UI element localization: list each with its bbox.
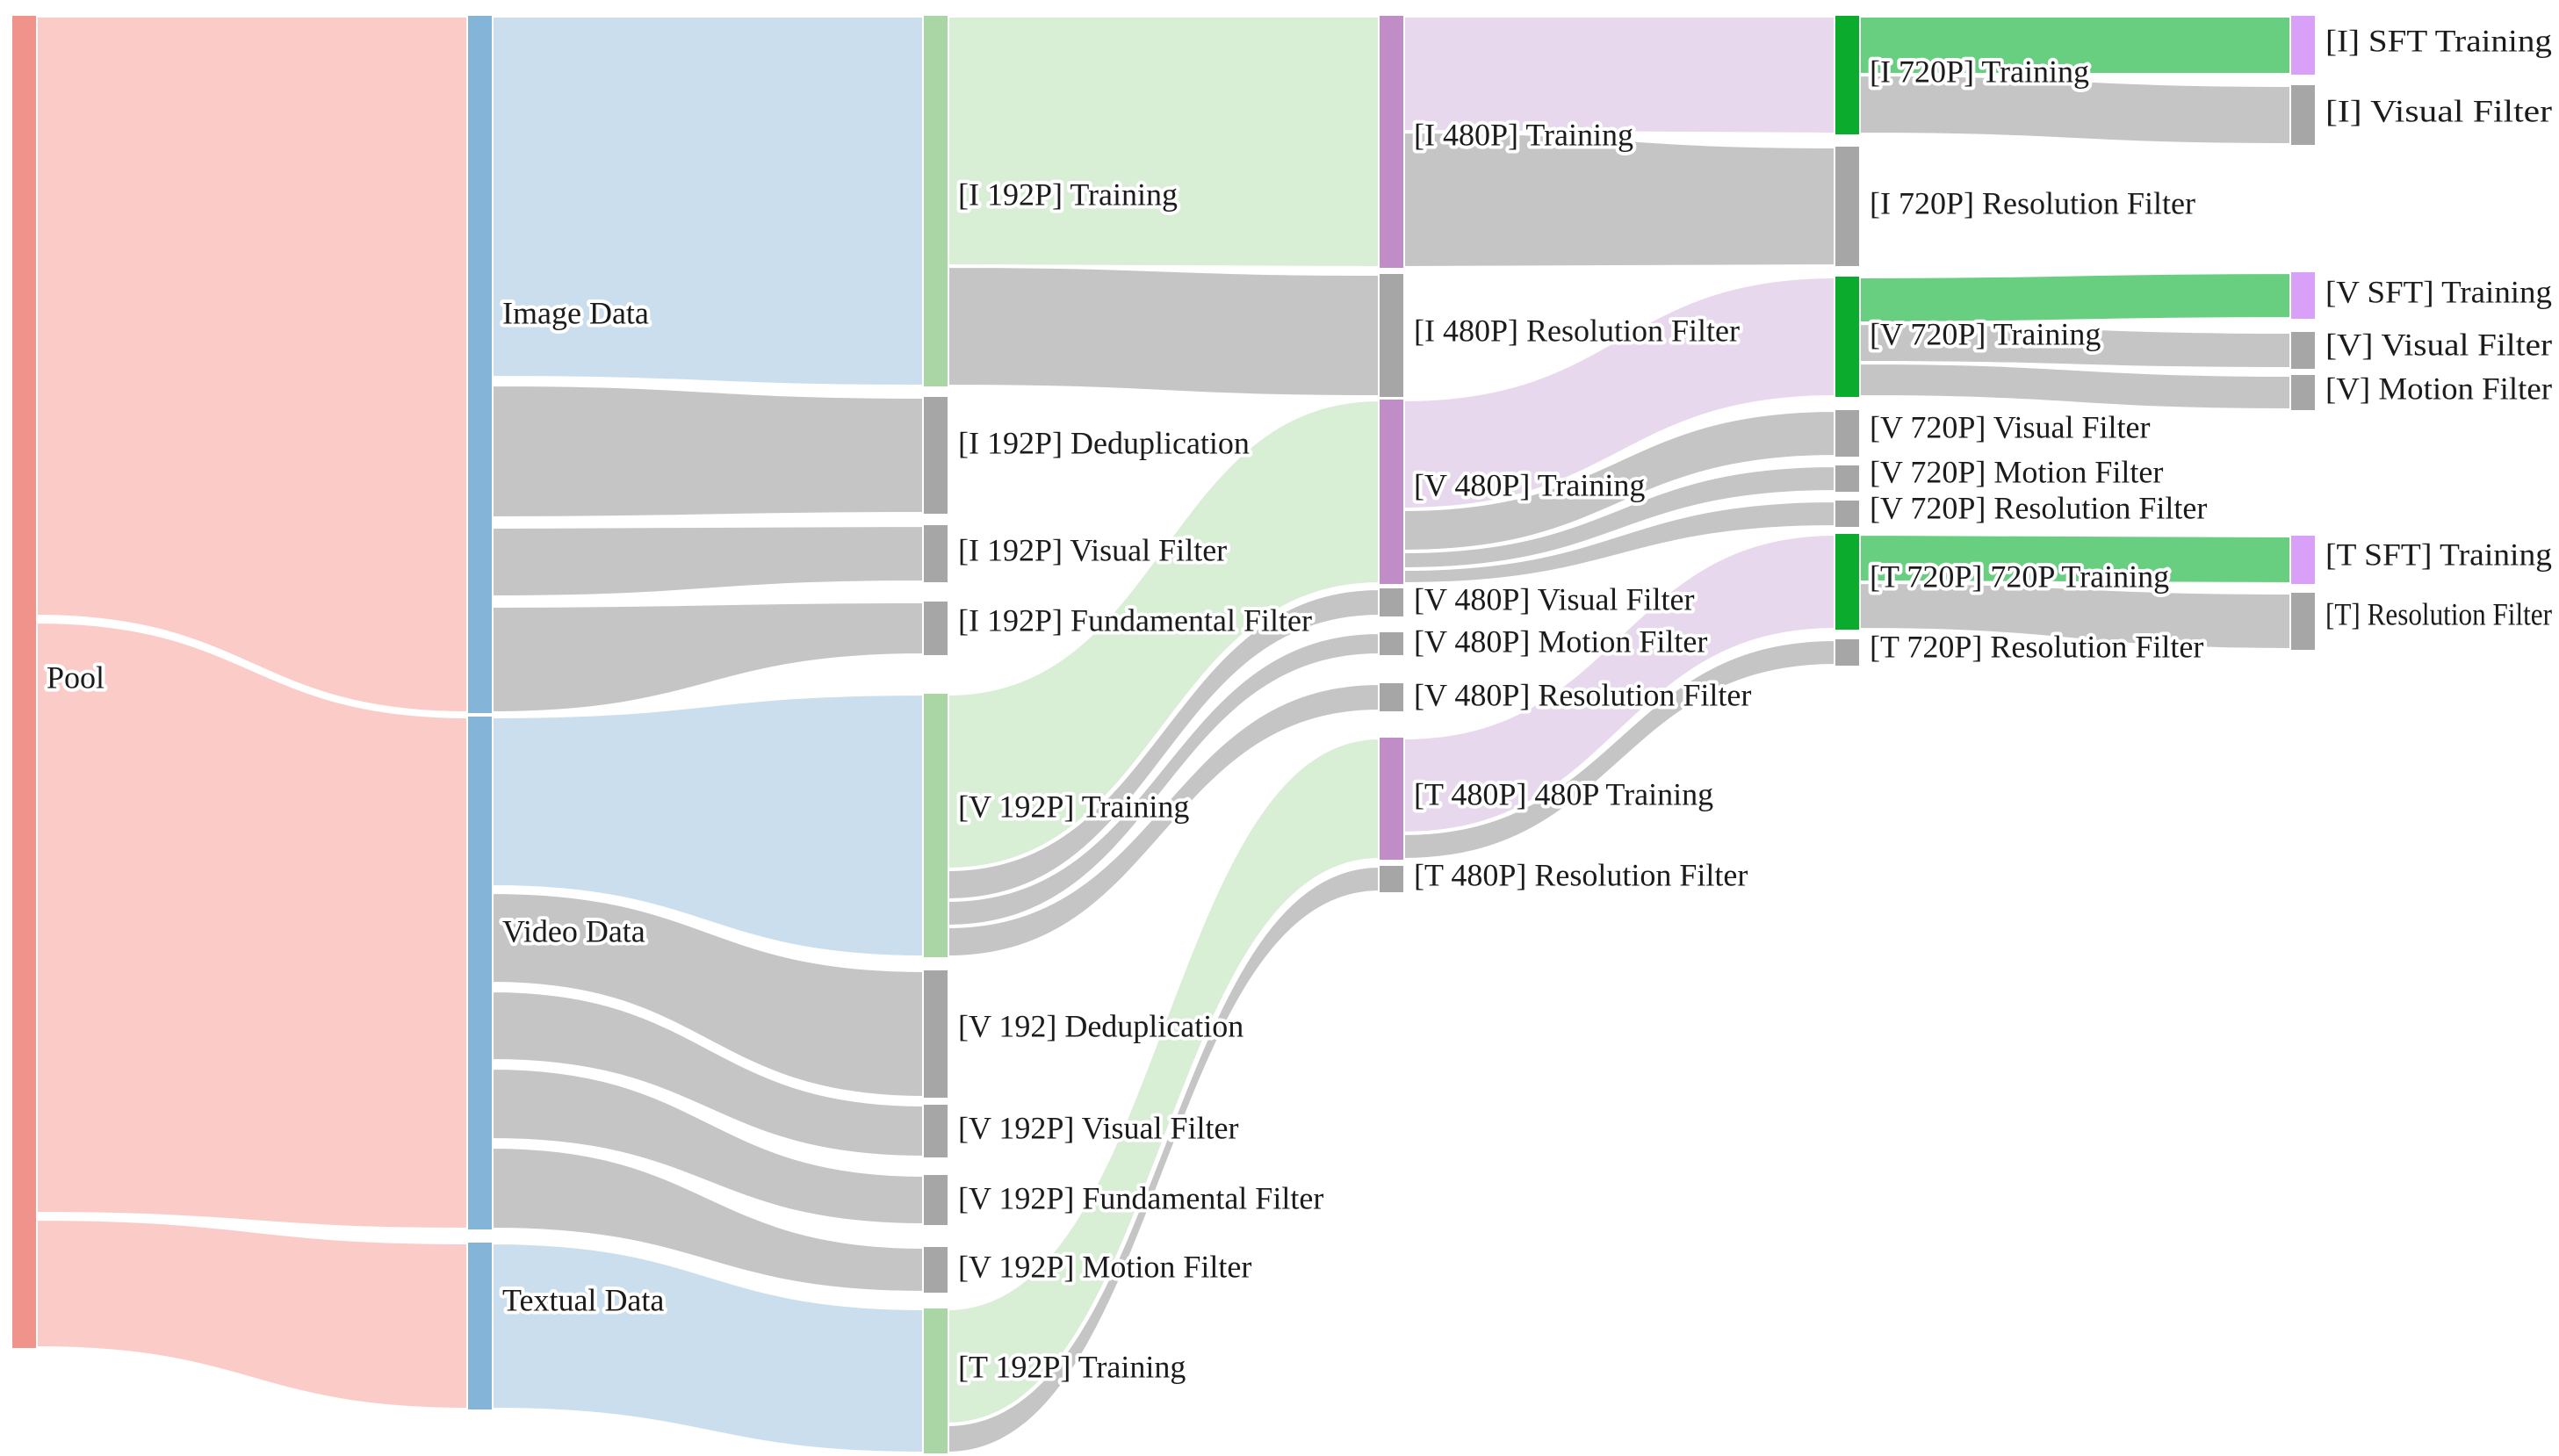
node-i480_train — [1380, 16, 1403, 268]
node-t720_res — [1835, 639, 1859, 666]
node-i_sft — [2291, 16, 2315, 75]
flow-pool-to-video_data — [34, 619, 470, 1232]
flow-i192_train-to-i480_train — [946, 13, 1381, 270]
label-v192_fund: [V 192P] Fundamental Filter — [958, 1180, 1323, 1215]
label-v480_visual: [V 480P] Visual Filter — [1414, 581, 1695, 616]
flow-image_data-to-i192_dedup — [490, 382, 926, 521]
label-t720_train: [T 720P] 720P Training — [1870, 559, 2169, 594]
node-i_visual — [2291, 85, 2315, 145]
node-v192_motion — [924, 1247, 948, 1293]
label-i720_res: [I 720P] Resolution Filter — [1870, 185, 2195, 220]
node-image_data — [468, 16, 492, 713]
node-i192_train — [924, 16, 948, 386]
label-v720_train: [V 720P] Training — [1870, 316, 2101, 351]
node-v480_visual — [1380, 588, 1403, 616]
node-pool — [12, 16, 36, 1348]
flow-image_data-to-i192_fund — [490, 599, 926, 716]
flow-i192_train-to-i480_res — [946, 263, 1381, 400]
label-v720_motion: [V 720P] Motion Filter — [1870, 454, 2163, 489]
node-i720_res — [1835, 147, 1859, 266]
flow-video_data-to-v192_train — [490, 691, 926, 960]
node-v480_res — [1380, 683, 1403, 711]
label-t192_train: [T 192P] Training — [958, 1349, 1186, 1384]
label-t480_res: [T 480P] Resolution Filter — [1414, 857, 1748, 892]
label-v_motion: [V] Motion Filter — [2325, 371, 2552, 406]
label-v192_dedup: [V 192] Deduplication — [958, 1008, 1243, 1043]
node-i192_visual — [924, 525, 948, 582]
node-v_motion — [2291, 375, 2315, 410]
node-i192_fund — [924, 602, 948, 655]
label-i480_res: [I 480P] Resolution Filter — [1414, 313, 1740, 348]
node-t480_train — [1380, 738, 1403, 860]
label-i480_train: [I 480P] Training — [1414, 117, 1633, 152]
node-v480_motion — [1380, 632, 1403, 655]
label-i_sft: [I] SFT Training — [2325, 23, 2552, 58]
flow-pool-to-textual_data — [34, 1216, 470, 1412]
label-video_data: Video Data — [502, 913, 645, 948]
label-i192_train: [I 192P] Training — [958, 177, 1178, 212]
label-pool: Pool — [47, 660, 105, 695]
label-v480_train: [V 480P] Training — [1414, 467, 1645, 502]
label-v_sft: [V SFT] Training — [2325, 274, 2552, 309]
node-v480_train — [1380, 400, 1403, 584]
node-v192_fund — [924, 1175, 948, 1225]
node-t192_train — [924, 1308, 948, 1453]
label-t480_train: [T 480P] 480P Training — [1414, 776, 1713, 811]
node-v_sft — [2291, 272, 2315, 319]
node-i192_dedup — [924, 397, 948, 514]
node-v_visual — [2291, 332, 2315, 369]
node-v720_res — [1835, 501, 1859, 527]
node-v192_dedup — [924, 970, 948, 1098]
label-v192_train: [V 192P] Training — [958, 789, 1189, 824]
node-textual_data — [468, 1243, 492, 1409]
label-i192_visual: [I 192P] Visual Filter — [958, 532, 1227, 567]
label-v720_res: [V 720P] Resolution Filter — [1870, 490, 2207, 525]
node-i720_train — [1835, 16, 1859, 134]
label-textual_data: Textual Data — [502, 1282, 664, 1317]
node-t_sft — [2291, 536, 2315, 584]
flow-image_data-to-i192_train — [490, 13, 926, 389]
flow-image_data-to-i192_visual — [490, 523, 926, 600]
label-v480_res: [V 480P] Resolution Filter — [1414, 677, 1751, 712]
label-image_data: Image Data — [502, 295, 649, 330]
node-t_res — [2291, 593, 2315, 650]
node-v720_motion — [1835, 465, 1859, 492]
node-v720_visual — [1835, 410, 1859, 457]
label-t_sft: [T SFT] Training — [2325, 537, 2552, 572]
label-i192_dedup: [I 192P] Deduplication — [958, 425, 1250, 460]
node-t720_train — [1835, 534, 1859, 630]
label-v_visual: [V] Visual Filter — [2325, 327, 2552, 362]
node-t480_res — [1380, 866, 1403, 892]
node-v192_train — [924, 694, 948, 957]
node-v720_train — [1835, 277, 1859, 397]
label-v720_visual: [V 720P] Visual Filter — [1870, 409, 2151, 444]
label-v192_motion: [V 192P] Motion Filter — [958, 1249, 1251, 1284]
label-v192_visual: [V 192P] Visual Filter — [958, 1110, 1239, 1145]
node-v192_visual — [924, 1105, 948, 1157]
node-video_data — [468, 717, 492, 1229]
label-i720_train: [I 720P] Training — [1870, 54, 2089, 89]
label-v480_motion: [V 480P] Motion Filter — [1414, 623, 1707, 659]
label-t720_res: [T 720P] Resolution Filter — [1870, 629, 2203, 664]
flow-pool-to-image_data — [34, 13, 470, 716]
label-i192_fund: [I 192P] Fundamental Filter — [958, 602, 1312, 638]
node-i480_res — [1380, 274, 1403, 397]
label-i_visual: [I] Visual Filter — [2325, 93, 2552, 128]
label-t_res: [T] Resolution Filter — [2325, 596, 2552, 631]
